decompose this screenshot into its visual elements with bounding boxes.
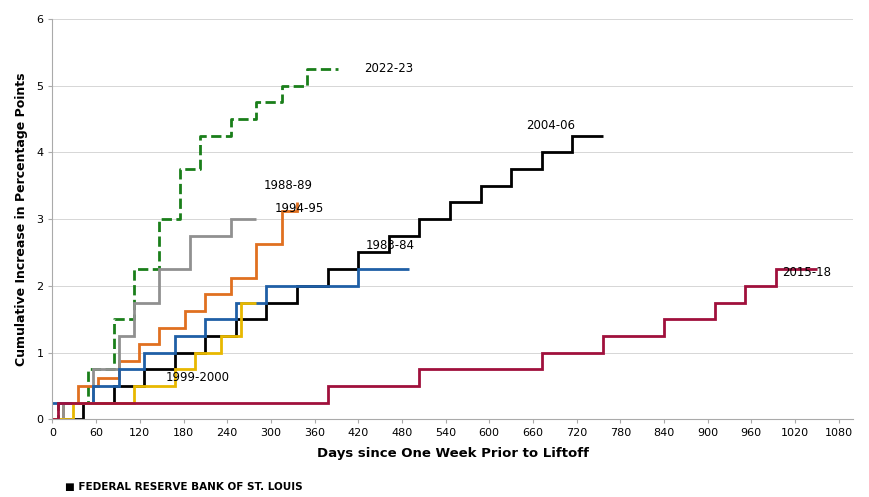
Text: 2004-06: 2004-06 xyxy=(525,119,574,132)
Text: 1994-95: 1994-95 xyxy=(275,202,323,216)
Text: 2015-18: 2015-18 xyxy=(782,266,831,279)
X-axis label: Days since One Week Prior to Liftoff: Days since One Week Prior to Liftoff xyxy=(316,447,588,460)
Text: 2022-23: 2022-23 xyxy=(363,62,413,76)
Text: 1988-89: 1988-89 xyxy=(263,179,312,192)
Text: 1999-2000: 1999-2000 xyxy=(165,371,229,384)
Text: ■ FEDERAL RESERVE BANK OF ST. LOUIS: ■ FEDERAL RESERVE BANK OF ST. LOUIS xyxy=(65,482,302,492)
Y-axis label: Cumulative Increase in Percentage Points: Cumulative Increase in Percentage Points xyxy=(15,73,28,366)
Text: 1983-84: 1983-84 xyxy=(365,239,414,252)
